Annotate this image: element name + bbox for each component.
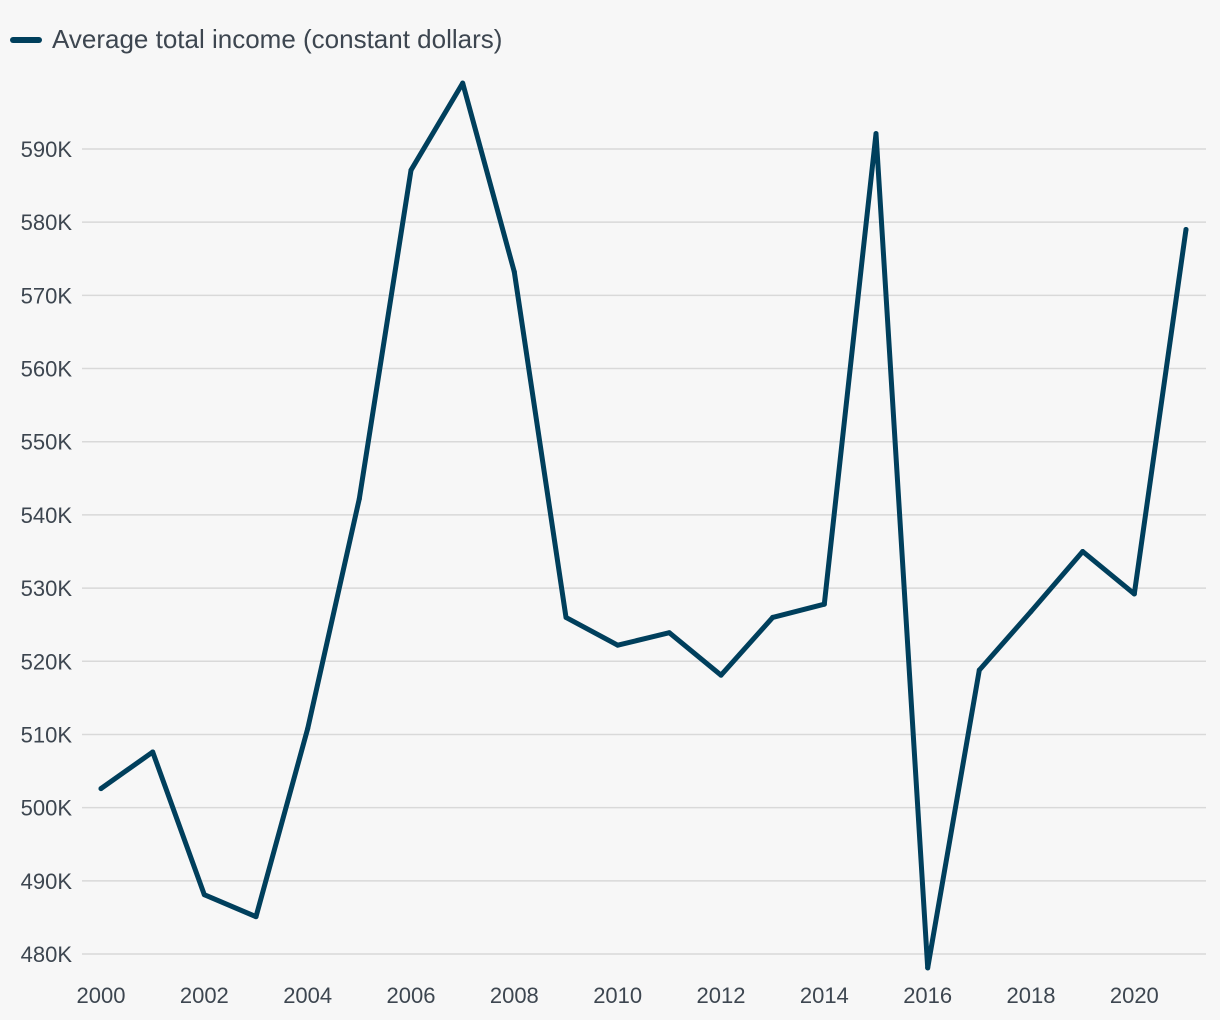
data-point — [976, 667, 982, 673]
x-tick-label: 2006 — [387, 983, 436, 1008]
data-point — [873, 131, 879, 137]
x-tick-label: 2012 — [697, 983, 746, 1008]
legend-swatch — [10, 36, 42, 43]
data-point — [1183, 227, 1189, 232]
y-tick-label: 480K — [21, 942, 73, 967]
data-point — [408, 167, 414, 173]
x-tick-label: 2018 — [1007, 983, 1056, 1008]
x-tick-label: 2002 — [180, 983, 229, 1008]
grid-lines — [82, 148, 1206, 955]
data-point — [770, 614, 776, 620]
y-tick-label: 500K — [21, 796, 73, 821]
series-line — [98, 80, 1189, 971]
data-point — [821, 601, 827, 607]
data-point — [98, 786, 104, 792]
data-point — [666, 630, 672, 636]
y-tick-label: 560K — [21, 357, 73, 382]
data-point — [563, 614, 569, 620]
y-tick-label: 550K — [21, 430, 73, 455]
data-point — [356, 496, 362, 502]
x-axis-ticks: 2000 2002 2004 2006 2008 2010 2012 2014 2016 2018… — [77, 983, 1159, 1008]
data-point — [305, 726, 311, 732]
y-tick-label: 570K — [21, 283, 73, 308]
data-point — [201, 892, 207, 898]
y-tick-label: 510K — [21, 722, 73, 747]
x-tick-label: 2014 — [800, 983, 849, 1008]
y-tick-label: 540K — [21, 503, 73, 528]
y-axis-ticks: 480K 490K 500K 510K 520K 530K 540K 550K 560K 570K… — [21, 137, 73, 967]
data-point — [511, 269, 517, 275]
data-point — [460, 80, 466, 86]
series-layer — [98, 80, 1189, 971]
legend-label: Average total income (constant dollars) — [52, 24, 503, 54]
data-point — [1028, 609, 1034, 615]
y-tick-label: 530K — [21, 576, 73, 601]
x-tick-label: 2020 — [1110, 983, 1159, 1008]
data-point — [718, 672, 724, 678]
data-point — [615, 642, 621, 648]
data-point — [253, 914, 259, 920]
y-tick-label: 590K — [21, 137, 73, 162]
x-tick-label: 2010 — [593, 983, 642, 1008]
data-point — [1080, 549, 1086, 554]
x-tick-label: 2004 — [283, 983, 332, 1008]
x-tick-label: 2008 — [490, 983, 539, 1008]
data-point — [1131, 591, 1137, 597]
data-point — [150, 749, 156, 755]
y-tick-label: 490K — [21, 869, 73, 894]
chart-legend: Average total income (constant dollars) — [10, 24, 502, 55]
x-tick-label: 2016 — [903, 983, 952, 1008]
data-point — [925, 965, 931, 971]
y-tick-label: 580K — [21, 210, 73, 235]
x-tick-label: 2000 — [77, 983, 126, 1008]
y-tick-label: 520K — [21, 649, 73, 674]
